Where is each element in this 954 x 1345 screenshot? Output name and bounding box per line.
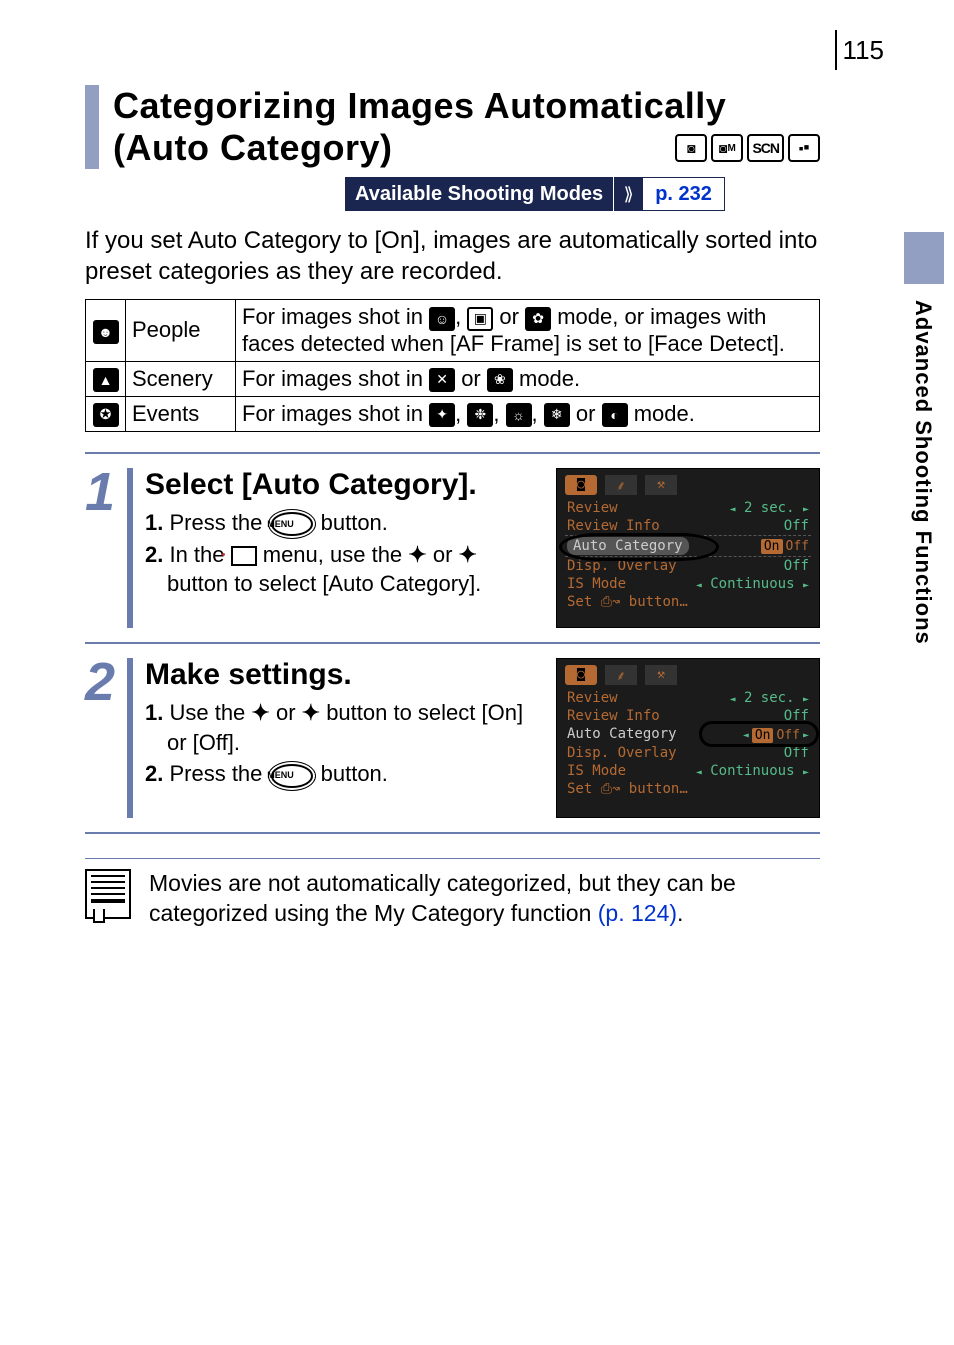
step-substep: 2. In the menu, use the ✦ or ✦ button to… xyxy=(145,540,544,599)
people-icon: ☻ xyxy=(93,320,119,344)
night-snapshot-icon: ▣ xyxy=(467,307,493,331)
note-block: Movies are not automatically categorized… xyxy=(85,858,820,929)
scenery-icon: ▲ xyxy=(93,368,119,392)
note-link[interactable]: (p. 124) xyxy=(598,900,677,926)
landscape-mode-icon: ✕ xyxy=(429,368,455,392)
lcd-menu-row: IS Mode◄ Continuous ► xyxy=(565,762,811,780)
side-chapter-label: Advanced Shooting Functions xyxy=(910,300,936,645)
lcd-tab-mycamera: ⚒ xyxy=(645,665,677,685)
camera-lcd-screenshot: ◙ ⸙ ⚒ Review◄ 2 sec. ► Review InfoOff Au… xyxy=(556,468,820,628)
category-label: Events xyxy=(126,396,236,431)
foliage-mode-icon: ❀ xyxy=(487,368,513,392)
up-arrow-icon: ✦ xyxy=(408,542,426,567)
lcd-menu-row: Set ⎙↝ button… xyxy=(565,780,811,798)
camera-manual-icon: ◙M xyxy=(711,134,743,162)
side-tab-marker xyxy=(904,232,944,284)
available-modes-bar: Available Shooting Modes ⟫ p. 232 xyxy=(345,177,820,211)
lcd-tab-rec: ◙ xyxy=(565,665,597,685)
step-substep: 1. Press the MENU button. xyxy=(145,508,544,538)
scn-mode-icon: SCN xyxy=(747,134,784,162)
beach-mode-icon: ☼ xyxy=(506,403,532,427)
camera-lcd-screenshot: ◙ ⸙ ⚒ Review◄ 2 sec. ► Review InfoOff Au… xyxy=(556,658,820,818)
title-line-1: Categorizing Images Automatically xyxy=(113,85,820,127)
lcd-tab-setup: ⸙ xyxy=(605,665,637,685)
category-desc: For images shot in ✕ or ❀ mode. xyxy=(236,361,820,396)
available-modes-link[interactable]: p. 232 xyxy=(643,177,725,211)
camera-auto-icon: ◙ xyxy=(675,134,707,162)
indoor-mode-icon: ✦ xyxy=(429,403,455,427)
lcd-menu-row: Review◄ 2 sec. ► xyxy=(565,689,811,707)
step-substep: 2. Press the MENU button. xyxy=(145,759,544,789)
callout-highlight-oval xyxy=(559,533,719,561)
lcd-menu-row: IS Mode◄ Continuous ► xyxy=(565,575,811,593)
rec-menu-tab-icon xyxy=(231,546,257,566)
aquarium-mode-icon: ◐ xyxy=(602,403,628,427)
step-accent-rule xyxy=(127,468,133,628)
portrait-mode-icon: ☺ xyxy=(429,307,455,331)
kids-pets-icon: ✿ xyxy=(525,307,551,331)
step-2: 2 Make settings. 1. Use the ✦ or ✦ butto… xyxy=(85,644,820,834)
intro-paragraph: If you set Auto Category to [On], images… xyxy=(85,225,820,287)
step-number: 2 xyxy=(85,658,127,818)
down-arrow-icon: ✦ xyxy=(459,542,477,567)
events-icon: ✪ xyxy=(93,403,119,427)
right-arrow-icon: ✦ xyxy=(302,700,320,725)
category-desc: For images shot in ✦, ❉, ☼, ❄ or ◐ mode. xyxy=(236,396,820,431)
table-row: ☻ People For images shot in ☺, ▣ or ✿ mo… xyxy=(86,300,820,361)
category-icon-cell: ☻ xyxy=(86,300,126,361)
category-desc: For images shot in ☺, ▣ or ✿ mode, or im… xyxy=(236,300,820,361)
menu-button-icon: MENU xyxy=(271,512,313,536)
lcd-menu-row: Set ⎙↝ button… xyxy=(565,593,811,611)
movie-mode-icon: ▪■ xyxy=(788,134,820,162)
step-heading: Make settings. xyxy=(145,658,544,692)
available-arrow-icon: ⟫ xyxy=(613,177,643,211)
lcd-tab-setup: ⸙ xyxy=(605,475,637,495)
step-1: 1 Select [Auto Category]. 1. Press the M… xyxy=(85,454,820,644)
category-label: Scenery xyxy=(126,361,236,396)
page-number: 115 xyxy=(835,30,884,70)
step-accent-rule xyxy=(127,658,133,818)
category-label: People xyxy=(126,300,236,361)
step-number: 1 xyxy=(85,468,127,628)
title-line-2: (Auto Category) xyxy=(113,127,393,169)
note-icon xyxy=(85,869,131,919)
note-text: Movies are not automatically categorized… xyxy=(149,869,820,929)
step-substep: 1. Use the ✦ or ✦ button to select [On] … xyxy=(145,698,544,757)
table-row: ▲ Scenery For images shot in ✕ or ❀ mode… xyxy=(86,361,820,396)
category-icon-cell: ▲ xyxy=(86,361,126,396)
table-row: ✪ Events For images shot in ✦, ❉, ☼, ❄ o… xyxy=(86,396,820,431)
page-content: Categorizing Images Automatically (Auto … xyxy=(0,0,860,929)
title-accent-bar xyxy=(85,85,99,169)
lcd-menu-row: Review◄ 2 sec. ► xyxy=(565,499,811,517)
section-title: Categorizing Images Automatically (Auto … xyxy=(85,85,820,169)
steps-container: 1 Select [Auto Category]. 1. Press the M… xyxy=(85,452,820,834)
category-icon-cell: ✪ xyxy=(86,396,126,431)
callout-highlight-pill xyxy=(699,721,819,747)
left-arrow-icon: ✦ xyxy=(251,700,269,725)
category-table: ☻ People For images shot in ☺, ▣ or ✿ mo… xyxy=(85,299,820,432)
lcd-tab-rec: ◙ xyxy=(565,475,597,495)
snow-mode-icon: ❄ xyxy=(544,403,570,427)
lcd-tab-mycamera: ⚒ xyxy=(645,475,677,495)
title-mode-icons: ◙ ◙M SCN ▪■ xyxy=(675,134,820,162)
step-heading: Select [Auto Category]. xyxy=(145,468,544,502)
available-modes-label: Available Shooting Modes xyxy=(345,177,613,211)
menu-button-icon: MENU xyxy=(271,764,313,788)
fireworks-mode-icon: ❉ xyxy=(467,403,493,427)
